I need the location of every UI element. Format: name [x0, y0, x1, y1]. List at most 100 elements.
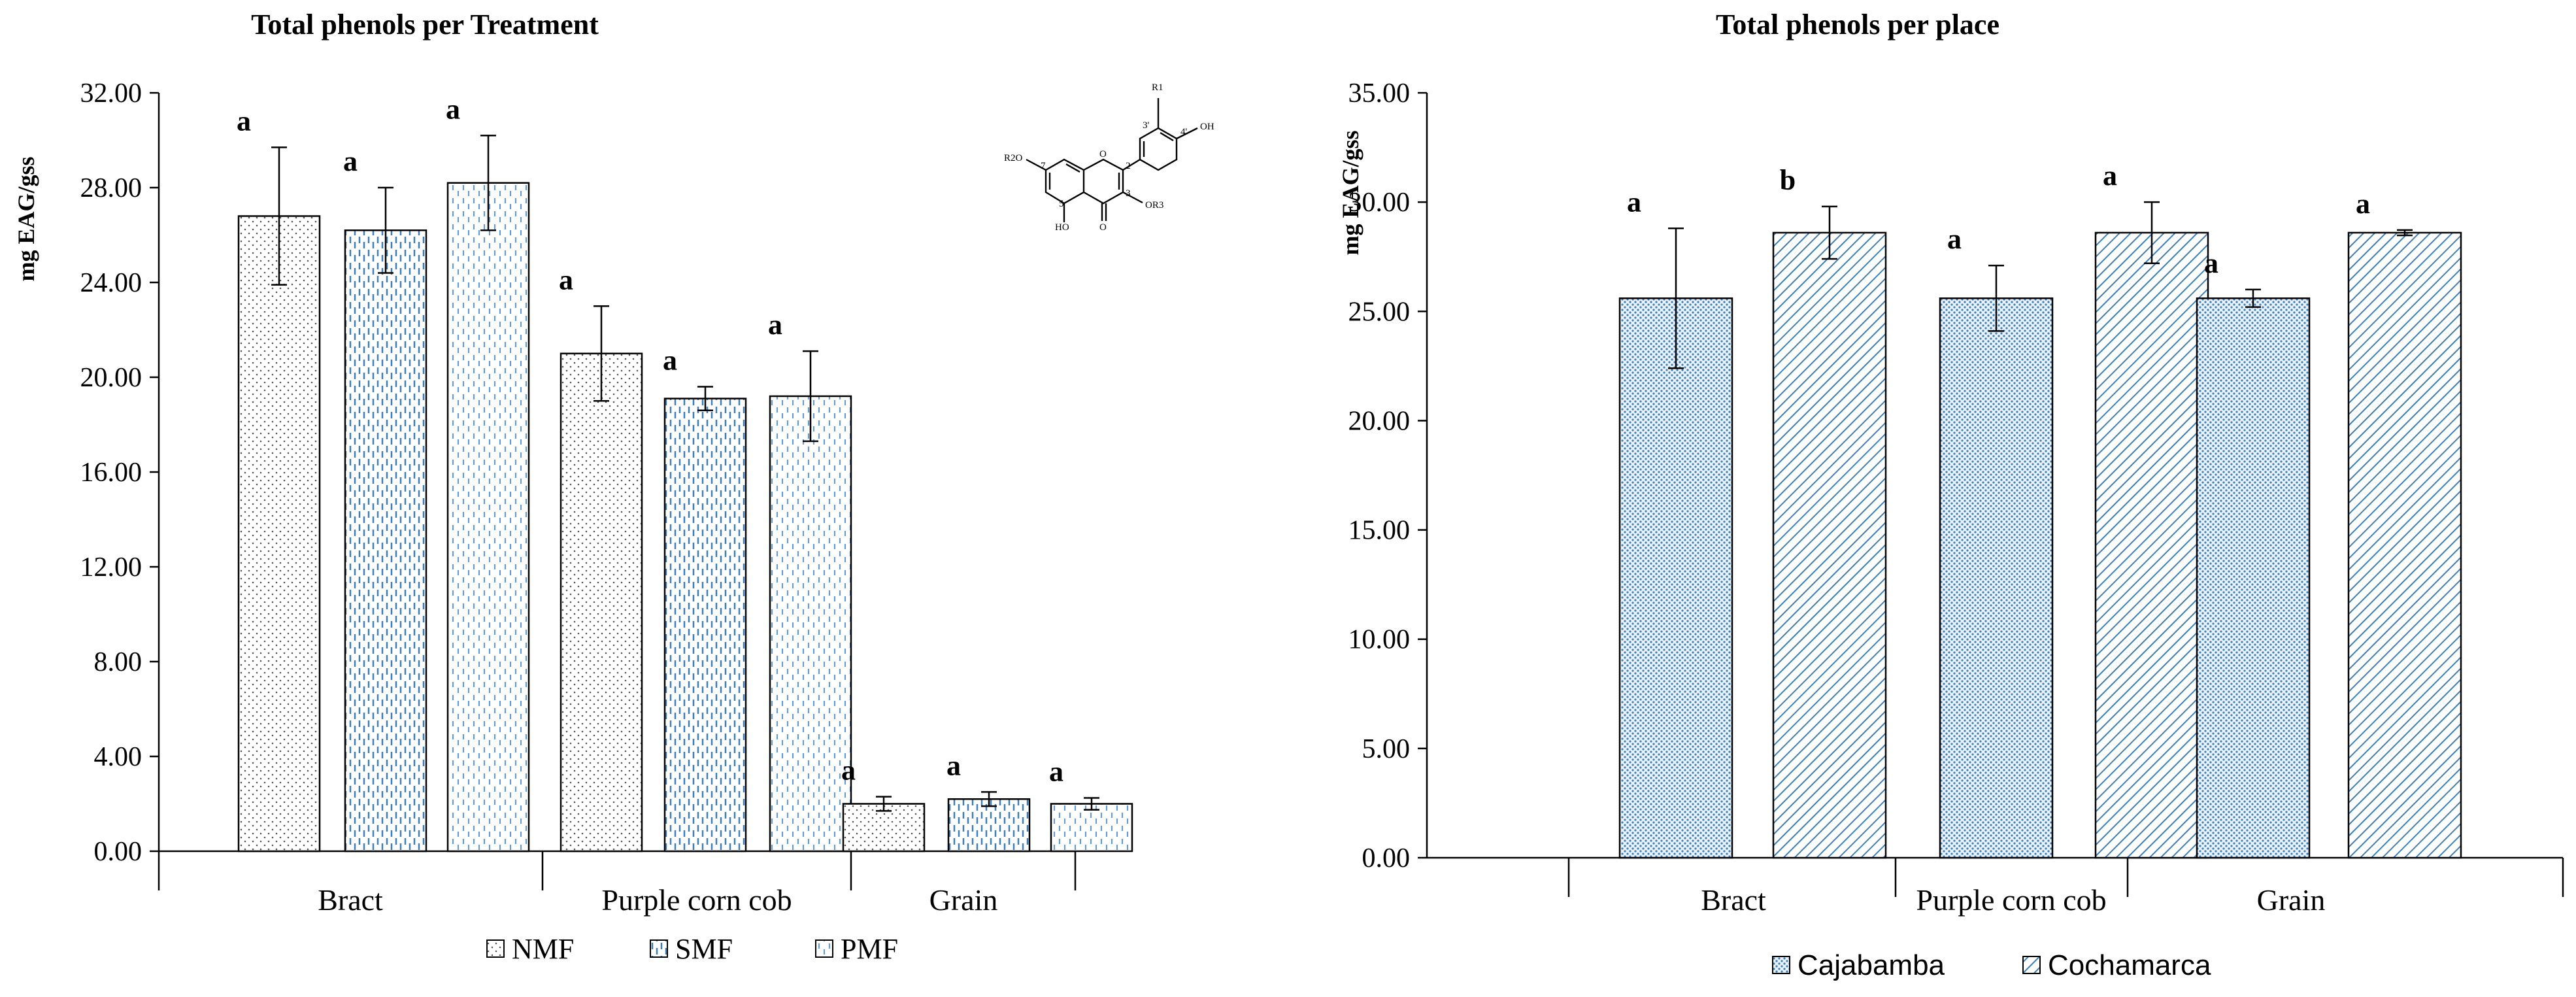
y-tick-label: 4.00	[94, 742, 142, 772]
error-bar	[697, 386, 713, 411]
y-tick-label: 25.00	[1348, 297, 1411, 327]
significance-labels: a a a a a a a a a	[237, 93, 1063, 787]
category-label: Purple corn cob	[1916, 883, 2106, 917]
y-tick-label: 0.00	[1362, 843, 1411, 873]
legend-item-cajabamba: Cajabamba	[1772, 949, 1945, 981]
error-bar	[594, 305, 609, 402]
y-tick-label: 0.00	[94, 837, 142, 867]
y-tick-label: 28.00	[80, 173, 142, 203]
molecule-atom-label: 3	[1126, 188, 1131, 199]
significance-letter: a	[2204, 247, 2218, 279]
bar-cochamarca-3	[2347, 231, 2462, 859]
molecule-atom-label: 3'	[1143, 120, 1150, 131]
flavonoid-labels: R1 3' 4' OH R2O 7 O 2 3 OR3 5 HO O	[1004, 82, 1214, 233]
molecule-atom-label: 5	[1059, 199, 1064, 209]
error-bars	[1668, 201, 2413, 369]
significance-letter: a	[559, 263, 573, 296]
bars	[237, 182, 1133, 853]
bar-nmf-2	[560, 352, 643, 853]
chart-place: Total phenols per place mg EAG/gss 0.00 5…	[1337, 8, 2564, 981]
significance-letter: b	[1780, 164, 1796, 196]
bar-cajabamba-3	[2196, 297, 2311, 859]
category-label: Bract	[318, 883, 383, 917]
error-bar	[1668, 228, 1684, 369]
significance-letter: a	[1627, 186, 1641, 218]
legend-swatch	[2022, 956, 2041, 974]
molecule-atom-label: OR3	[1145, 200, 1163, 211]
legend-item-pmf: PMF	[815, 933, 898, 965]
axes: 0.00 4.00 8.00 12.00 16.00 20.00 24.00 28.00 32.…	[80, 78, 1077, 890]
bar-pmf-2	[769, 395, 852, 853]
legend-swatch	[815, 939, 833, 958]
y-tick-label: 30.00	[1348, 188, 1411, 218]
error-bar	[480, 135, 496, 231]
error-bar	[2144, 201, 2160, 264]
bar-pmf-1	[446, 182, 530, 853]
y-tick-label: 8.00	[94, 647, 142, 677]
bar-smf-1	[344, 229, 427, 853]
significance-letter: a	[2103, 160, 2117, 192]
chart-title: Total phenols per place	[1716, 8, 1999, 41]
significance-letter: a	[446, 93, 460, 125]
error-bar	[271, 146, 287, 286]
y-tick-label: 10.00	[1348, 625, 1411, 655]
error-bar	[981, 791, 997, 807]
molecule-atom-label: OH	[1200, 122, 1214, 132]
category-label: Purple corn cob	[601, 883, 792, 917]
legend-item-smf: SMF	[650, 933, 733, 965]
y-tick-label: 20.00	[80, 363, 142, 393]
legend-swatch	[650, 939, 668, 958]
legend-label: SMF	[675, 933, 733, 965]
molecule-atom-label: 7	[1041, 161, 1046, 171]
molecule-atom-label: HO	[1055, 222, 1069, 233]
legend-label: PMF	[841, 933, 898, 965]
category-labels: Bract Purple corn cob Grain	[1701, 883, 2325, 917]
legend-label: Cochamarca	[2048, 949, 2211, 981]
molecule-atom-label: R1	[1152, 82, 1163, 93]
significance-letter: a	[768, 309, 782, 341]
significance-letter: a	[2356, 188, 2370, 220]
error-bar	[2397, 229, 2413, 237]
category-label: Grain	[2257, 883, 2326, 917]
bar-pmf-3	[1050, 803, 1133, 853]
error-bars	[271, 135, 1099, 812]
significance-letter: a	[663, 345, 677, 377]
error-bar	[1988, 264, 2004, 332]
y-tick-label: 16.00	[80, 458, 142, 488]
significance-letter: a	[237, 105, 251, 137]
legend-swatch	[1772, 956, 1790, 974]
legend-swatch	[486, 939, 505, 958]
y-tick-label: 12.00	[80, 552, 142, 583]
bar-smf-3	[947, 798, 1031, 853]
molecule-atom-label: O	[1099, 149, 1107, 160]
y-axis-label: mg EAG/gss	[1337, 130, 1363, 255]
category-label: Bract	[1701, 883, 1766, 917]
significance-labels: a b a a a a	[1627, 160, 2370, 279]
y-tick-label: 35.00	[1348, 78, 1411, 109]
flavonoid-structure-image	[1026, 98, 1198, 222]
y-tick-label: 32.00	[80, 78, 142, 109]
legend: NMF SMF PMF	[486, 933, 898, 965]
molecule-atom-label: R2O	[1004, 153, 1023, 163]
error-bar	[1822, 205, 1837, 260]
molecule-atom-label: 2	[1126, 161, 1131, 171]
y-tick-label: 24.00	[80, 268, 142, 298]
y-axis-label: mg EAG/gss	[13, 156, 39, 281]
error-bar	[876, 796, 892, 812]
significance-letter: a	[841, 754, 856, 786]
error-bar	[2245, 288, 2261, 308]
bar-cajabamba-2	[1939, 297, 2054, 859]
significance-letter: a	[1049, 755, 1063, 787]
bar-cochamarca-1	[1772, 231, 1887, 859]
significance-letter: a	[946, 749, 961, 781]
y-tick-label: 20.00	[1348, 406, 1411, 436]
bar-smf-2	[663, 397, 747, 853]
chart-treatment: Total phenols per Treatment mg EAG/gss 0…	[13, 8, 1214, 965]
bar-cajabamba-1	[1618, 297, 1733, 859]
y-tick-label: 5.00	[1362, 734, 1411, 764]
y-tick-label: 15.00	[1348, 516, 1411, 546]
bar-nmf-1	[237, 215, 321, 853]
significance-letter: a	[1947, 223, 1962, 255]
legend-label: NMF	[512, 933, 574, 965]
bar-cochamarca-2	[2094, 231, 2209, 859]
